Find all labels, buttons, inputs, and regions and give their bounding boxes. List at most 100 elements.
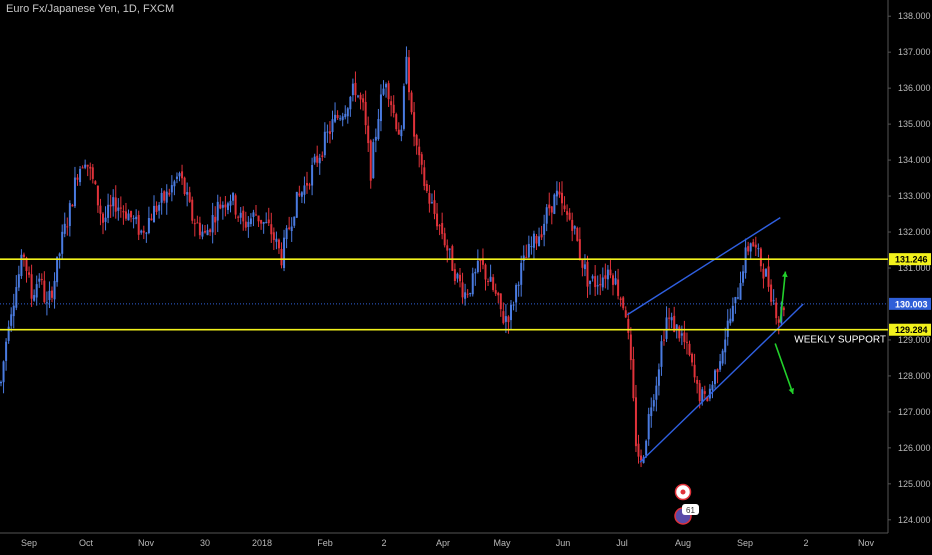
candle-body (377, 119, 380, 140)
candle-body (326, 131, 329, 133)
y-tick-label: 128.000 (898, 371, 931, 381)
chart-title: Euro Fx/Japanese Yen, 1D, FXCM (6, 3, 175, 15)
candle-body (168, 192, 171, 195)
candle-body (96, 185, 99, 206)
candle-body (28, 272, 31, 275)
candle-body (349, 96, 352, 110)
candle-body (119, 207, 122, 209)
candle-body (374, 136, 377, 141)
channel-upper-line (626, 217, 781, 316)
price-label-text: 131.246 (895, 255, 928, 265)
y-tick-label: 135.000 (898, 119, 931, 129)
candle-body (86, 164, 89, 167)
candle-body (675, 324, 678, 331)
candle-body (474, 271, 477, 274)
candle-body (341, 116, 344, 121)
candle-body (165, 191, 168, 203)
candle-body (736, 297, 739, 299)
candle-body (678, 326, 681, 339)
candle-body (752, 242, 755, 247)
candle-body (476, 260, 479, 273)
candle-body (777, 319, 780, 323)
candle-body (418, 146, 421, 156)
candle-body (206, 230, 209, 236)
candle-body (300, 192, 303, 197)
candle-body (624, 310, 627, 318)
candle-body (354, 82, 357, 96)
candle-body (316, 155, 319, 163)
candle-body (2, 361, 5, 383)
candle-body (540, 234, 543, 238)
candle-body (362, 98, 365, 103)
candle-body (209, 229, 212, 233)
candle-body (147, 218, 150, 233)
candle-body (357, 95, 359, 97)
candle-body (576, 227, 579, 241)
candle-body (642, 457, 645, 463)
candle-body (364, 101, 367, 126)
candle-body (158, 204, 161, 211)
candle-body (61, 231, 64, 254)
y-tick-label: 136.000 (898, 83, 931, 93)
badge-count-box (682, 504, 699, 515)
x-tick-label: 30 (200, 538, 210, 548)
candle-body (522, 255, 525, 261)
candle-body (25, 257, 28, 271)
candle-body (596, 285, 599, 287)
candle-body (379, 94, 382, 122)
candle-body (5, 341, 8, 361)
candle-body (685, 341, 688, 343)
candle-body (721, 350, 724, 364)
candle-body (601, 277, 604, 288)
candle-body (295, 191, 298, 218)
candle-body (239, 212, 242, 218)
candle-body (124, 211, 127, 219)
x-tick-label: Jun (556, 538, 571, 548)
candle-body (175, 176, 178, 179)
candle-body (510, 304, 512, 321)
candle-body (683, 332, 686, 343)
candle-body (527, 243, 530, 258)
candle-body (408, 57, 410, 93)
candle-body (53, 280, 56, 300)
candle-body (160, 192, 163, 203)
candle-body (117, 207, 120, 211)
candle-body (693, 364, 696, 378)
candle-body (372, 142, 375, 179)
candle-body (321, 155, 324, 157)
candle-body (487, 280, 490, 282)
candle-body (655, 385, 658, 400)
candle-body (66, 226, 69, 228)
candle-body (84, 164, 87, 168)
candle-body (637, 443, 640, 457)
candle-body (566, 211, 569, 215)
candle-body (502, 311, 505, 324)
y-tick-label: 138.000 (898, 11, 931, 21)
candle-body (22, 254, 25, 257)
candle-body (76, 177, 79, 180)
candle-body (754, 244, 757, 248)
candle-body (757, 248, 760, 250)
y-tick-label: 137.000 (898, 47, 931, 57)
candle-body (219, 204, 222, 209)
candle-body (481, 259, 484, 265)
candle-body (270, 224, 273, 235)
candle-body (112, 197, 115, 207)
candle-body (382, 88, 385, 95)
candle-body (724, 339, 727, 353)
candle-body (183, 177, 186, 195)
candle-body (499, 293, 502, 310)
candle-body (410, 92, 413, 113)
candle-body (698, 383, 701, 402)
candle-body (413, 112, 416, 137)
candle-body (729, 318, 732, 324)
x-tick-label: Nov (858, 538, 875, 548)
candle-body (395, 114, 398, 130)
candle-body (650, 407, 653, 417)
x-tick-label: Sep (21, 538, 37, 548)
candle-body (397, 129, 400, 135)
candle-body (265, 222, 268, 224)
candle-body (99, 205, 102, 214)
